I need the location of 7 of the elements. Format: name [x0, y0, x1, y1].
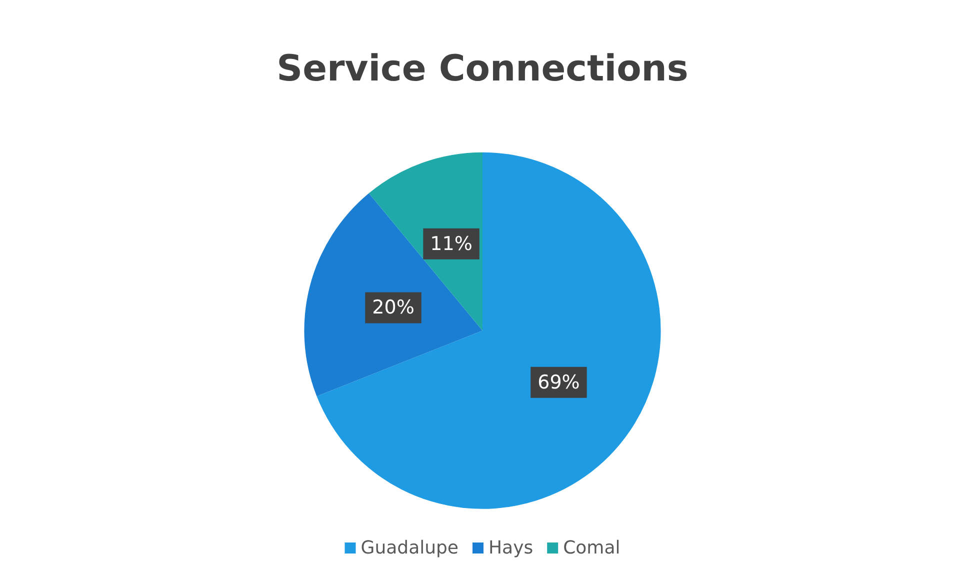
data-label: 20%: [372, 296, 414, 319]
legend-label: Guadalupe: [360, 538, 459, 558]
data-label: 11%: [430, 232, 472, 255]
legend-label: Comal: [563, 538, 620, 558]
data-label: 69%: [538, 371, 580, 394]
legend-label: Hays: [488, 538, 534, 558]
chart-title: Service Connections: [276, 48, 688, 90]
